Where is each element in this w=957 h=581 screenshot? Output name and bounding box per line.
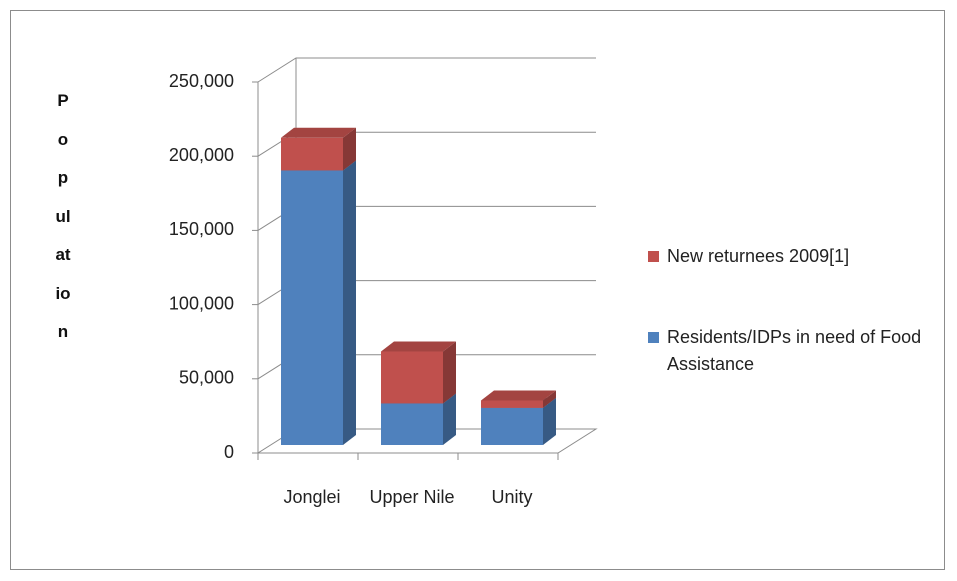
legend-label: Residents/IDPs in need of Food Assistanc… (667, 327, 922, 374)
bar-side (343, 160, 356, 445)
x-tick-label: Unity (491, 487, 533, 507)
y-tick-label: 50,000 (179, 368, 234, 388)
legend-label: New returnees 2009[1] (667, 246, 850, 266)
bar-top (381, 341, 456, 352)
y-tick-label: 0 (224, 442, 234, 462)
y-tick-label: 250,000 (169, 71, 234, 91)
bar (481, 400, 543, 408)
bar-side (443, 393, 456, 445)
bar-top (481, 390, 556, 401)
grid-line (257, 57, 596, 83)
x-tick-label: Jonglei (283, 487, 341, 507)
legend-swatch (648, 332, 659, 343)
bar (281, 170, 343, 445)
bar-side (543, 397, 556, 445)
bar (381, 403, 443, 445)
y-tick-label: 200,000 (169, 145, 234, 165)
legend-entry: New returnees 2009[1] (648, 243, 948, 270)
legend-entry: Residents/IDPs in need of Food Assistanc… (648, 324, 948, 378)
bar (281, 137, 343, 171)
chart-frame (10, 10, 945, 570)
bar-side (543, 390, 556, 408)
bar-side (443, 341, 456, 404)
bar (481, 407, 543, 445)
bar-side (343, 127, 356, 171)
x-tick-label: Upper Nile (369, 487, 455, 507)
y-axis-label: Population (55, 91, 71, 341)
y-tick-label: 150,000 (169, 219, 234, 239)
bar-top (281, 127, 356, 138)
y-tick-label: 100,000 (169, 293, 234, 313)
legend-swatch (648, 251, 659, 262)
bar (381, 351, 443, 404)
